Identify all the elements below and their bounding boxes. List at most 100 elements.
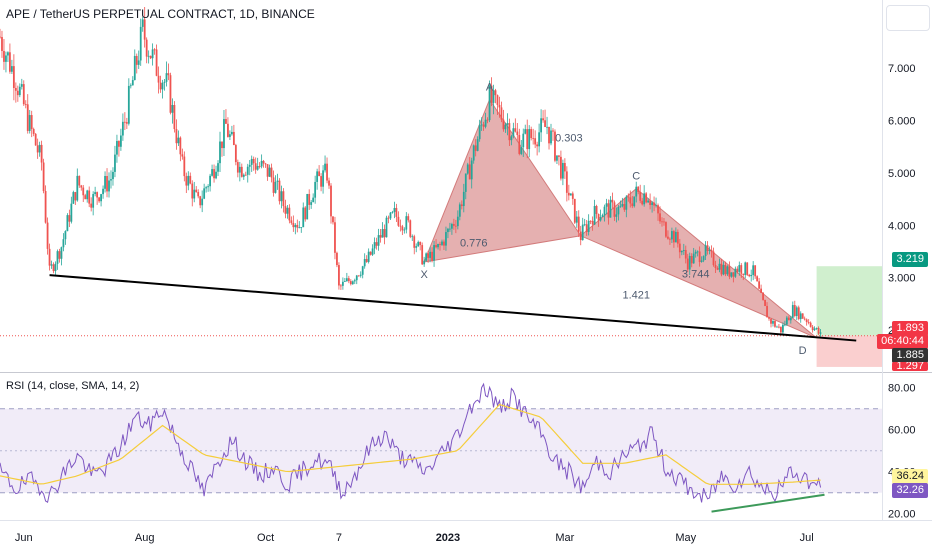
candle <box>123 112 126 131</box>
candle <box>397 211 400 227</box>
candle <box>484 112 487 129</box>
candle <box>171 98 174 124</box>
candle <box>377 228 380 251</box>
candle <box>690 253 693 268</box>
candle <box>371 244 374 257</box>
candle <box>336 251 338 268</box>
candle <box>78 175 81 188</box>
candle <box>712 247 715 267</box>
candle <box>341 277 344 290</box>
candle <box>314 175 317 204</box>
candle <box>328 177 330 189</box>
candle <box>161 79 164 99</box>
candle <box>647 197 650 203</box>
candle <box>799 311 802 323</box>
candle <box>121 113 124 141</box>
candle <box>322 165 324 194</box>
candle <box>238 161 241 182</box>
candle <box>133 49 136 81</box>
time-tick-label: 2023 <box>436 532 460 544</box>
candle <box>480 117 483 131</box>
candle <box>260 154 263 169</box>
last-price-label: 1.893 <box>892 321 928 336</box>
candle <box>724 261 727 277</box>
candle <box>395 203 398 223</box>
candle <box>678 238 681 259</box>
candle <box>464 173 467 200</box>
candle <box>468 157 471 180</box>
candle <box>278 178 281 205</box>
candle <box>595 204 598 219</box>
candle <box>772 319 774 327</box>
candle <box>173 101 176 133</box>
candle <box>805 318 808 326</box>
candle <box>569 193 572 196</box>
candle <box>42 158 45 194</box>
candle <box>427 250 430 263</box>
candle <box>498 96 501 118</box>
candle <box>151 43 154 66</box>
rsi-line <box>0 382 822 503</box>
candle <box>451 222 453 235</box>
candle <box>661 217 663 227</box>
candle <box>486 117 489 124</box>
rsi-tick-label: 60.00 <box>888 425 916 437</box>
candle <box>526 119 529 159</box>
candle <box>379 228 382 243</box>
support-trendline <box>49 274 857 342</box>
candle <box>659 206 661 224</box>
candle <box>56 249 59 270</box>
candle <box>193 181 196 203</box>
candle <box>540 109 542 142</box>
toolbar-button[interactable] <box>886 5 930 31</box>
candle <box>738 261 741 276</box>
candle <box>24 100 27 109</box>
candle <box>510 134 513 146</box>
candle <box>270 163 273 183</box>
candle <box>645 192 648 204</box>
candle <box>732 272 735 283</box>
candle <box>159 75 162 93</box>
candle <box>809 321 812 328</box>
candle <box>605 198 608 215</box>
candle <box>389 212 392 220</box>
candle <box>728 261 731 280</box>
candle <box>300 227 303 233</box>
candle <box>36 138 39 159</box>
candle <box>470 157 473 189</box>
candle <box>316 168 319 190</box>
candle <box>304 206 307 222</box>
rsi-tick-label: 80.00 <box>888 383 916 395</box>
candle <box>34 132 37 146</box>
candle <box>593 199 596 226</box>
candle <box>290 216 293 225</box>
candle <box>669 237 671 245</box>
candle <box>234 143 237 166</box>
candle <box>583 218 586 227</box>
candle <box>48 243 51 271</box>
candle <box>50 260 53 269</box>
candle <box>760 284 762 293</box>
candle <box>558 155 560 166</box>
candle <box>40 140 43 171</box>
candle <box>611 192 614 209</box>
candle <box>351 280 354 285</box>
candle <box>421 242 424 265</box>
candle <box>26 94 29 134</box>
candle <box>462 183 465 213</box>
candle <box>548 126 550 150</box>
candle <box>722 261 725 276</box>
candle <box>250 155 253 172</box>
candle <box>665 221 667 238</box>
candle <box>381 222 384 238</box>
candle <box>615 207 618 223</box>
candle <box>179 136 182 162</box>
candle <box>62 233 65 252</box>
candle <box>284 199 287 219</box>
candle <box>409 219 412 239</box>
candle <box>752 261 755 281</box>
candle <box>369 251 372 256</box>
candle <box>7 51 9 63</box>
candle <box>546 116 548 135</box>
